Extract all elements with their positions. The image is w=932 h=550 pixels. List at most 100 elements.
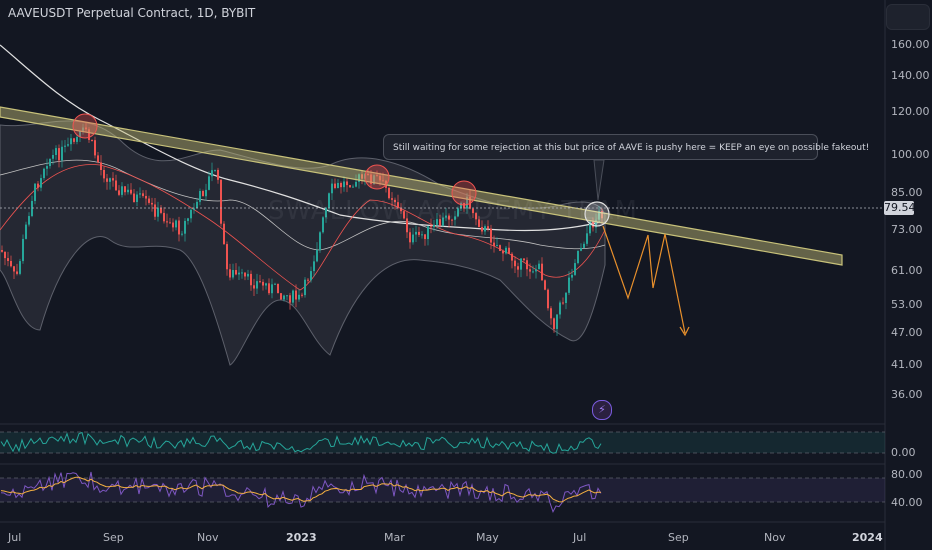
candle-body <box>46 166 48 169</box>
candle-body <box>175 220 177 228</box>
candle-body <box>262 281 264 286</box>
annotation-callout[interactable]: Still waiting for some rejection at this… <box>383 134 869 160</box>
candle-body <box>313 261 315 272</box>
candle-body <box>346 181 348 186</box>
time-label: Nov <box>764 531 786 544</box>
candle-body <box>445 215 447 218</box>
candle-body <box>67 144 69 146</box>
candle-body <box>481 226 483 232</box>
candle-body <box>211 170 213 177</box>
price-label: 73.00 <box>891 223 923 236</box>
candle-body <box>25 224 27 239</box>
candle-body <box>490 228 492 243</box>
moving-average-long <box>0 44 601 232</box>
candle-body <box>430 226 432 228</box>
candle-body <box>487 226 489 229</box>
candle-body <box>49 158 51 167</box>
chart-settings-button[interactable] <box>886 4 930 30</box>
candle-body <box>589 221 591 234</box>
rsi-axis-label: 0.00 <box>891 446 916 459</box>
candle-body <box>439 219 441 226</box>
candle-body <box>157 207 159 217</box>
candle-body <box>19 261 21 274</box>
candle-body <box>337 182 339 189</box>
candle-body <box>160 207 162 213</box>
candle-body <box>82 127 84 132</box>
candle-body <box>244 272 246 277</box>
candle-body <box>475 213 477 220</box>
candle-body <box>100 162 102 170</box>
candle-body <box>538 263 540 270</box>
candle-body <box>463 202 465 209</box>
candle-body <box>526 260 528 270</box>
candle-body <box>229 269 231 278</box>
candle-body <box>292 290 294 303</box>
candle-body <box>535 269 537 272</box>
candle-body <box>382 180 384 182</box>
candle-body <box>247 273 249 277</box>
candle-body <box>394 199 396 203</box>
candle-body <box>256 281 258 289</box>
bolt-icon[interactable]: ⚡ <box>592 400 612 420</box>
candle-body <box>310 271 312 281</box>
candle-body <box>484 226 486 232</box>
candle-body <box>559 302 561 315</box>
stoch-k-line <box>0 471 602 513</box>
candle-body <box>283 295 285 300</box>
price-label: 160.00 <box>891 38 930 51</box>
candle-body <box>274 283 276 285</box>
time-label-year: 2023 <box>286 531 317 544</box>
candle-body <box>106 178 108 182</box>
candle-body <box>148 198 150 203</box>
time-label-year: 2024 <box>852 531 883 544</box>
price-label: 53.00 <box>891 298 923 311</box>
candle-body <box>142 193 144 196</box>
candle-body <box>478 219 480 227</box>
candle-body <box>136 194 138 203</box>
candle-body <box>76 136 78 142</box>
candle-body <box>286 295 288 297</box>
candle-body <box>70 138 72 145</box>
candle-body <box>202 190 204 197</box>
candle-body <box>214 169 216 171</box>
candle-body <box>502 250 504 254</box>
candle-body <box>397 202 399 208</box>
candle-body <box>145 195 147 199</box>
candle-body <box>37 183 39 188</box>
candle-body <box>115 180 117 191</box>
candle-body <box>298 294 300 300</box>
price-label: 36.00 <box>891 388 923 401</box>
candle-body <box>328 193 330 208</box>
candle-body <box>241 272 243 274</box>
candle-body <box>181 233 183 235</box>
descending-trendline[interactable] <box>0 106 843 266</box>
time-label: Sep <box>103 531 124 544</box>
candle-body <box>496 245 498 247</box>
candle-body <box>403 211 405 219</box>
candle-body <box>460 202 462 209</box>
candle-body <box>472 208 474 214</box>
candle-body <box>250 273 252 286</box>
projection-path[interactable] <box>602 225 686 334</box>
candle-body <box>331 183 333 194</box>
candle-body <box>325 207 327 218</box>
candle-body <box>235 270 237 275</box>
time-label: Nov <box>197 531 219 544</box>
candle-body <box>598 211 600 220</box>
candle-body <box>118 190 120 195</box>
candle-body <box>253 285 255 289</box>
candle-body <box>319 232 321 251</box>
candle-body <box>232 270 234 278</box>
current-price-tag: 79.54 <box>884 201 916 215</box>
candle-body <box>238 272 240 275</box>
current-test-circle <box>584 201 610 227</box>
candle-body <box>220 179 222 224</box>
candle-body <box>547 289 549 309</box>
candle-body <box>130 189 132 194</box>
candle-body <box>391 198 393 200</box>
candle-body <box>562 302 564 304</box>
symbol-title[interactable]: AAVEUSDT Perpetual Contract, 1D, BYBIT <box>8 6 256 20</box>
candle-body <box>13 266 15 272</box>
projection-arrowhead <box>679 326 690 337</box>
